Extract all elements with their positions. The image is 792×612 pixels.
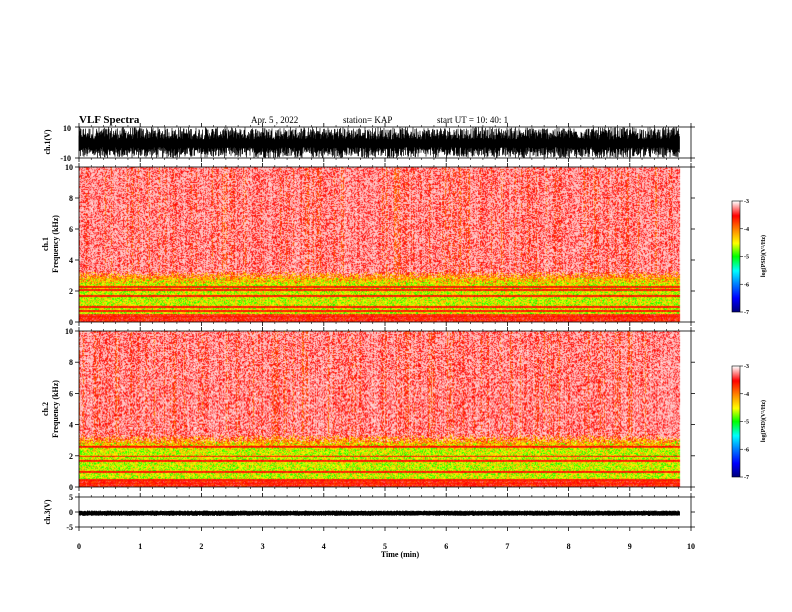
colorbar-tick-label: -4 xyxy=(744,227,749,233)
ch1-spectrogram-ylabel-frequency: Frequency (kHz) xyxy=(51,215,60,273)
time-xtick-label: 10 xyxy=(687,542,695,551)
time-xtick-label: 5 xyxy=(383,542,387,551)
panel-ch3-waveform: 5 0 -5 0 1 2 3 4 5 6 7 8 9 10 ch.3(V) Time (min) xyxy=(43,493,695,559)
ch1-spectrogram-image xyxy=(79,167,691,322)
colorbar-tick-label: -5 xyxy=(744,420,749,426)
ch1-ytick-top: 10 xyxy=(63,124,71,133)
ch2-spectrogram-ytick-label: 8 xyxy=(69,358,73,367)
time-xtick-label: 9 xyxy=(628,542,632,551)
ch1-waveform-ylabel: ch.1(V) xyxy=(43,129,52,154)
colorbar-tick-label: -7 xyxy=(744,310,749,316)
time-xtick-label: 0 xyxy=(77,542,81,551)
panel-ch1-spectrogram: 0 2 4 6 8 10 ch.1 Frequency (kHz) xyxy=(41,163,695,327)
ch1-spectrogram-ytick-label: 4 xyxy=(69,256,73,265)
colorbar-ch1-label: log(PSD)(V²/Hz) xyxy=(760,235,767,277)
ch2-spectrogram-ytick-label: 10 xyxy=(65,327,73,336)
ch3-waveform-ytick-label: -5 xyxy=(66,523,73,532)
ch3-waveform-trace xyxy=(78,510,680,516)
colorbar-tick-label: -6 xyxy=(744,447,749,453)
colorbar-ch2-gradient xyxy=(732,366,740,477)
colorbar-ch1: -3 -4 -5 -6 -7 log(PSD)(V²/Hz) xyxy=(731,199,767,316)
colorbar-ch2: -3 -4 -5 -6 -7 log(PSD)(V²/Hz) xyxy=(731,364,767,481)
colorbar-tick-label: -7 xyxy=(744,475,749,481)
station-label: station= KAP xyxy=(343,115,392,125)
ch1-spectrogram-ytick-label: 10 xyxy=(65,163,73,172)
date-label: Apr. 5 , 2022 xyxy=(251,115,298,125)
ch1-spectrogram-ytick-label: 0 xyxy=(69,318,73,327)
ch2-spectrogram-ylabel-frequency: Frequency (kHz) xyxy=(51,380,60,438)
colorbar-tick-label: -3 xyxy=(744,364,749,370)
ch3-waveform-ylabel: ch.3(V) xyxy=(43,499,52,524)
ch2-spectrogram-ytick-label: 4 xyxy=(69,421,73,430)
colorbar-tick-label: -4 xyxy=(744,392,749,398)
ch1-spectrogram-ytick-label: 8 xyxy=(69,194,73,203)
panel-ch2-spectrogram: 0 2 4 6 8 10 ch.2 Frequency (kHz) xyxy=(41,327,695,492)
ch2-spectrogram-ytick-label: 2 xyxy=(69,452,73,461)
colorbar-tick-label: -3 xyxy=(744,199,749,205)
ch1-ytick-bottom: -10 xyxy=(60,154,71,163)
time-axis-label: Time (min) xyxy=(381,550,420,559)
ch1-spectrogram-ytick-label: 6 xyxy=(69,225,73,234)
ch1-spectrogram-ytick-label: 2 xyxy=(69,287,73,296)
start-time-label: start UT = 10: 40: 1 xyxy=(437,115,508,125)
ch3-waveform-ytick-label: 0 xyxy=(69,508,73,517)
ch1-waveform-trace xyxy=(78,126,680,159)
colorbar-tick-label: -5 xyxy=(744,255,749,261)
time-xtick-label: 4 xyxy=(322,542,326,551)
time-xtick-label: 3 xyxy=(261,542,265,551)
ch2-spectrogram-ytick-label: 0 xyxy=(69,483,73,492)
ch3-waveform-ytick-label: 5 xyxy=(69,493,73,502)
figure-title: VLF Spectra xyxy=(79,114,140,126)
time-xtick-label: 8 xyxy=(567,542,571,551)
panel-ch1-waveform: 10 -10 ch.1(V) xyxy=(43,123,695,163)
ch2-spectrogram-ytick-label: 6 xyxy=(69,389,73,398)
colorbar-ch2-label: log(PSD)(V²/Hz) xyxy=(760,400,767,442)
time-xtick-label: 2 xyxy=(199,542,203,551)
ch2-spectrogram-ylabel-channel: ch.2 xyxy=(41,402,50,416)
ch1-spectrogram-ylabel-channel: ch.1 xyxy=(41,237,50,251)
time-xtick-label: 1 xyxy=(138,542,142,551)
ch2-spectrogram-image xyxy=(79,331,691,487)
colorbar-ch1-gradient xyxy=(732,201,740,312)
time-xtick-label: 7 xyxy=(505,542,509,551)
time-xtick-label: 6 xyxy=(444,542,448,551)
colorbar-tick-label: -6 xyxy=(744,282,749,288)
